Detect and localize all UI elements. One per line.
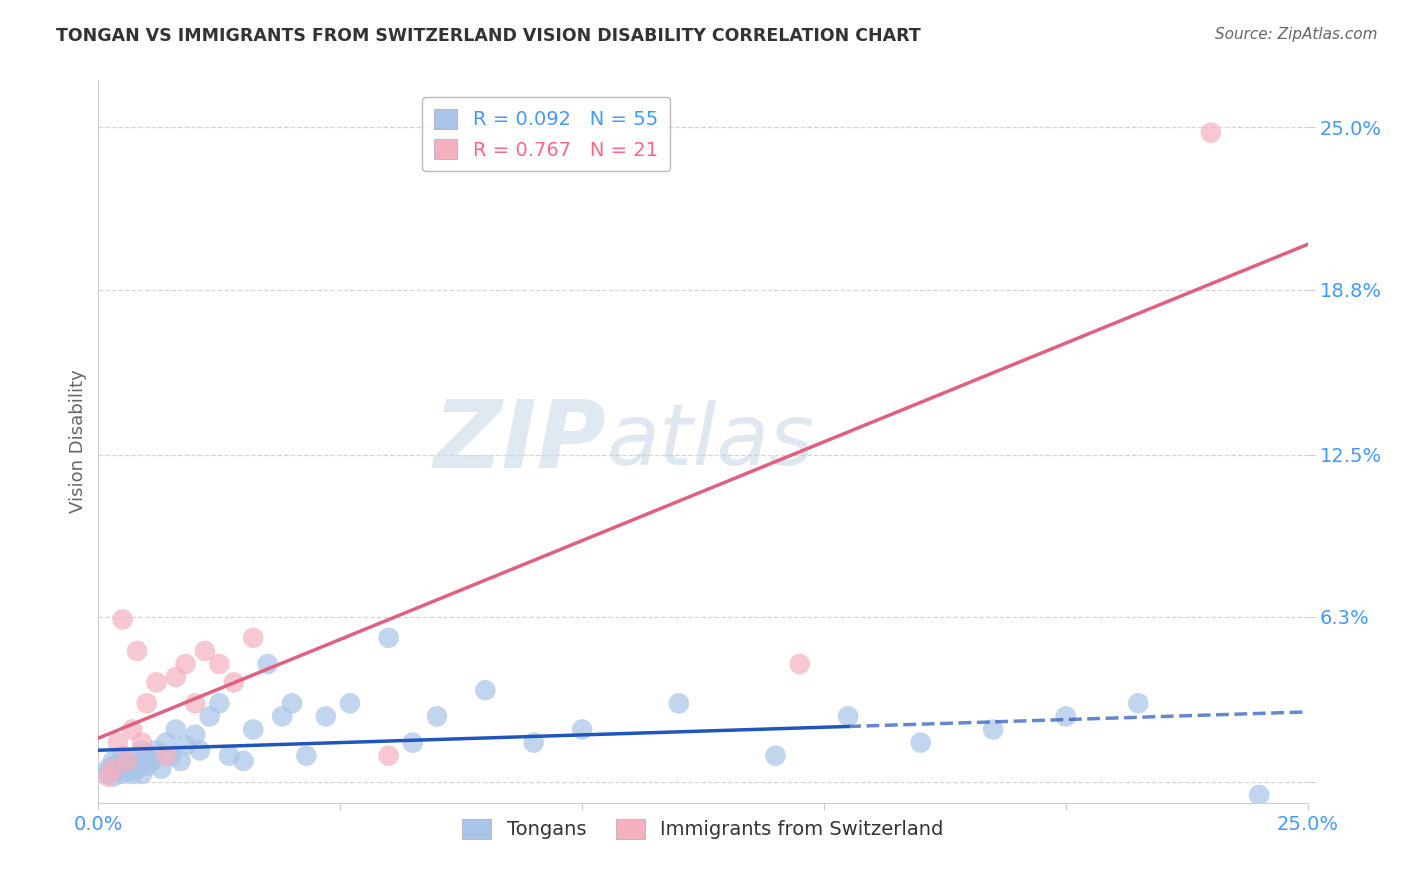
Point — [1128, 696, 1150, 710]
Legend: Tongans, Immigrants from Switzerland: Tongans, Immigrants from Switzerland — [454, 811, 952, 847]
Point — [101, 762, 124, 776]
Text: Source: ZipAtlas.com: Source: ZipAtlas.com — [1215, 27, 1378, 42]
Point — [101, 770, 124, 784]
Point — [402, 735, 425, 749]
Point — [426, 709, 449, 723]
Point — [135, 759, 157, 773]
Point — [1054, 709, 1077, 723]
Point — [1199, 126, 1222, 140]
Point — [165, 723, 187, 737]
Text: atlas: atlas — [606, 400, 814, 483]
Point — [121, 723, 143, 737]
Point — [131, 735, 153, 749]
Point — [97, 770, 120, 784]
Point — [668, 696, 690, 710]
Point — [97, 767, 120, 781]
Point — [222, 675, 245, 690]
Point — [474, 683, 496, 698]
Point — [121, 767, 143, 781]
Point — [131, 743, 153, 757]
Point — [117, 754, 139, 768]
Point — [377, 748, 399, 763]
Point — [165, 670, 187, 684]
Point — [789, 657, 811, 671]
Text: TONGAN VS IMMIGRANTS FROM SWITZERLAND VISION DISABILITY CORRELATION CHART: TONGAN VS IMMIGRANTS FROM SWITZERLAND VI… — [56, 27, 921, 45]
Point — [910, 735, 932, 749]
Point — [208, 696, 231, 710]
Point — [256, 657, 278, 671]
Point — [169, 754, 191, 768]
Point — [1249, 788, 1271, 802]
Point — [271, 709, 294, 723]
Point — [111, 762, 134, 776]
Point — [837, 709, 859, 723]
Point — [188, 743, 211, 757]
Point — [198, 709, 221, 723]
Point — [208, 657, 231, 671]
Point — [117, 754, 139, 768]
Point — [184, 728, 207, 742]
Point — [295, 748, 318, 763]
Point — [523, 735, 546, 749]
Point — [111, 767, 134, 781]
Point — [107, 756, 129, 771]
Point — [127, 748, 149, 763]
Point — [339, 696, 361, 710]
Point — [127, 644, 149, 658]
Point — [150, 762, 173, 776]
Y-axis label: Vision Disability: Vision Disability — [69, 369, 87, 514]
Point — [97, 762, 120, 776]
Point — [160, 748, 183, 763]
Point — [107, 764, 129, 779]
Point — [194, 644, 217, 658]
Point — [218, 748, 240, 763]
Point — [127, 762, 149, 776]
Point — [131, 767, 153, 781]
Point — [242, 631, 264, 645]
Point — [135, 751, 157, 765]
Point — [377, 631, 399, 645]
Text: ZIP: ZIP — [433, 395, 606, 488]
Point — [101, 759, 124, 773]
Point — [111, 748, 134, 763]
Point — [145, 675, 167, 690]
Point — [315, 709, 337, 723]
Point — [184, 696, 207, 710]
Point — [155, 748, 177, 763]
Point — [232, 754, 254, 768]
Point — [141, 754, 163, 768]
Point — [174, 657, 197, 671]
Point — [174, 738, 197, 752]
Point — [135, 696, 157, 710]
Point — [107, 735, 129, 749]
Point — [111, 613, 134, 627]
Point — [242, 723, 264, 737]
Point — [117, 764, 139, 779]
Point — [121, 759, 143, 773]
Point — [765, 748, 787, 763]
Point — [155, 735, 177, 749]
Point — [101, 754, 124, 768]
Point — [571, 723, 593, 737]
Point — [981, 723, 1004, 737]
Point — [145, 743, 167, 757]
Point — [281, 696, 304, 710]
